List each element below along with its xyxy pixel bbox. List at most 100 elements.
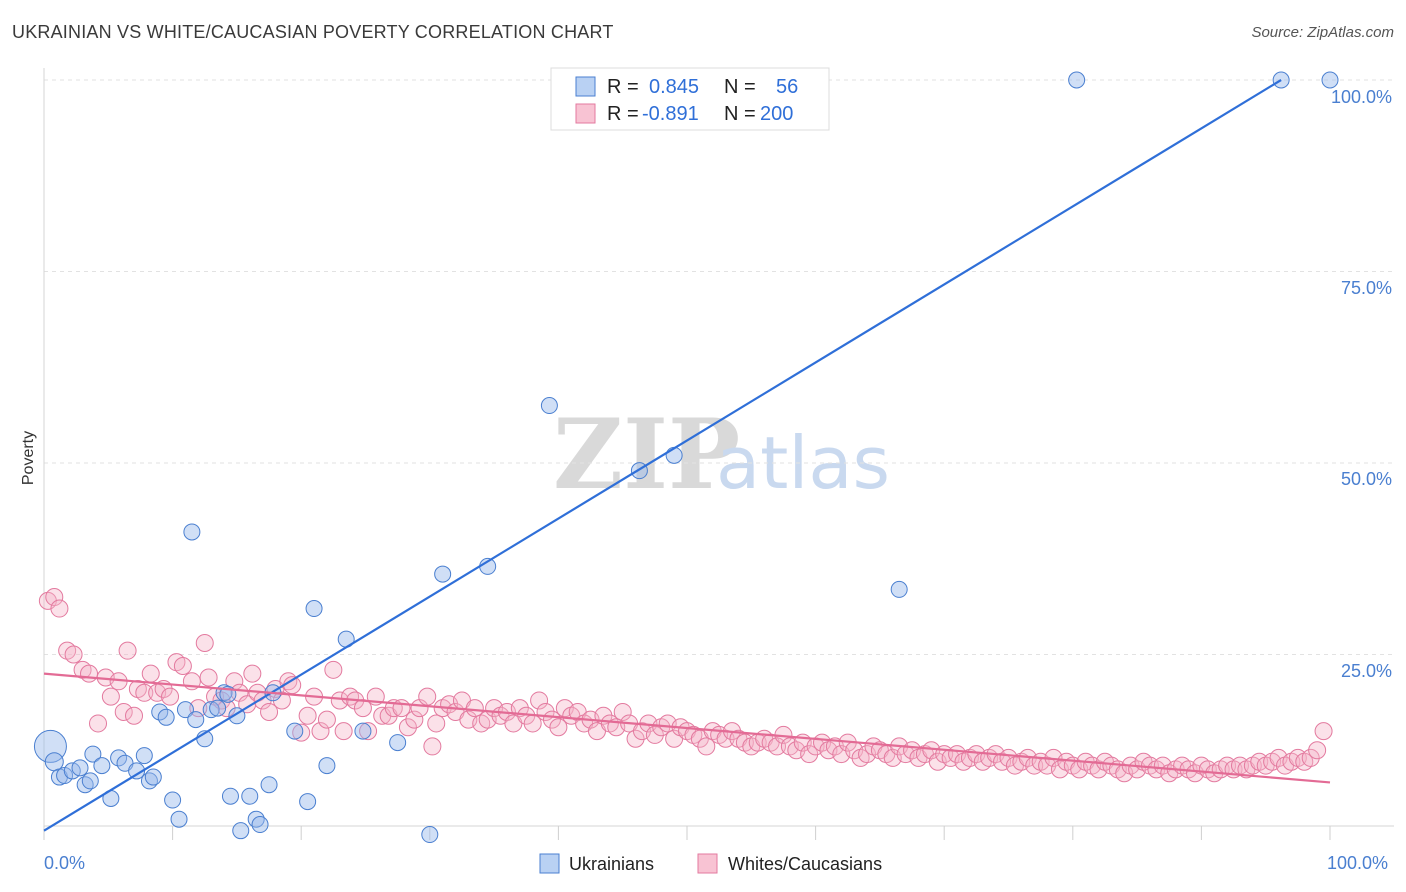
data-point-whites xyxy=(613,702,632,721)
data-point-whites xyxy=(418,687,437,706)
data-point-ukrainians xyxy=(540,397,558,415)
data-point-whites xyxy=(465,699,484,718)
data-point-ukrainians xyxy=(421,826,439,844)
legend-r-label: R = xyxy=(607,103,639,125)
trend-lines xyxy=(43,79,1331,832)
data-point-whites xyxy=(89,714,108,733)
data-point-whites xyxy=(292,723,311,742)
data-point-ukrainians xyxy=(354,722,372,740)
trend-line-whites xyxy=(43,672,1331,784)
gridlines xyxy=(44,79,1394,655)
bottom-legend-swatch-whites xyxy=(697,853,718,874)
data-point-whites xyxy=(243,664,262,683)
data-point-ukrainians xyxy=(434,565,452,583)
data-point-ukrainians xyxy=(286,722,304,740)
data-point-whites xyxy=(530,691,549,710)
data-point-whites xyxy=(334,722,353,741)
y-axis-label: Poverty xyxy=(20,431,37,485)
data-point-ukrainians xyxy=(260,776,278,794)
data-point-whites xyxy=(80,664,99,683)
data-point-ukrainians xyxy=(71,759,89,777)
bottom-legend-swatch-ukrainians xyxy=(539,853,560,874)
data-point-whites xyxy=(173,656,192,675)
x-ticks xyxy=(43,826,1331,840)
data-point-ukrainians xyxy=(157,708,175,726)
data-point-ukrainians xyxy=(187,711,205,729)
data-point-ukrainians xyxy=(33,729,67,763)
data-point-ukrainians xyxy=(299,793,317,811)
data-point-whites xyxy=(135,683,154,702)
data-point-whites xyxy=(1314,722,1333,741)
data-point-whites xyxy=(359,722,378,741)
data-point-ukrainians xyxy=(305,600,323,618)
data-point-whites xyxy=(549,718,568,737)
data-point-whites xyxy=(238,695,257,714)
data-point-ukrainians xyxy=(144,768,162,786)
data-point-ukrainians xyxy=(176,701,194,719)
data-point-ukrainians xyxy=(389,734,407,752)
x-tick-label-max: 100.0% xyxy=(1327,853,1388,873)
data-point-ukrainians xyxy=(1321,71,1339,89)
data-point-whites xyxy=(510,699,529,718)
data-point-ukrainians xyxy=(232,822,250,840)
data-point-ukrainians xyxy=(81,772,99,790)
source-label: Source: ZipAtlas.com xyxy=(1251,24,1394,41)
legend-swatch-whites xyxy=(575,103,596,124)
legend-r-whites: -0.891 xyxy=(642,103,699,125)
data-point-ukrainians xyxy=(202,701,220,719)
chart-title: UKRAINIAN VS WHITE/CAUCASIAN POVERTY COR… xyxy=(12,22,614,42)
data-point-ukrainians xyxy=(164,791,182,809)
data-point-ukrainians xyxy=(890,580,908,598)
data-point-whites xyxy=(161,687,180,706)
data-point-ukrainians xyxy=(318,757,336,775)
data-point-ukrainians xyxy=(209,699,227,717)
series-legend: Ukrainians Whites/Caucasians xyxy=(539,853,882,874)
data-point-whites xyxy=(64,645,83,664)
data-point-ukrainians xyxy=(241,787,259,805)
y-tick-label: 25.0% xyxy=(1341,661,1392,681)
data-point-whites xyxy=(405,710,424,729)
series-whites xyxy=(38,588,1333,783)
data-point-whites xyxy=(626,729,645,748)
data-point-whites xyxy=(189,699,208,718)
data-point-whites xyxy=(101,687,120,706)
bottom-legend-whites: Whites/Caucasians xyxy=(728,854,882,874)
stats-legend: R = 0.845 N = 56 R = -0.891 N = 200 xyxy=(550,67,830,131)
trend-line-ukrainians xyxy=(43,79,1282,832)
data-point-ukrainians xyxy=(93,757,111,775)
data-point-whites xyxy=(125,706,144,725)
data-point-whites xyxy=(45,588,64,607)
watermark-zip: ZIP xyxy=(553,398,740,511)
data-point-whites xyxy=(427,714,446,733)
data-point-whites xyxy=(697,737,716,756)
y-tick-label: 50.0% xyxy=(1341,469,1392,489)
y-tick-labels: 25.0% 50.0% 75.0% 100.0% xyxy=(1331,87,1392,681)
data-point-whites xyxy=(1301,748,1320,767)
y-tick-label: 100.0% xyxy=(1331,87,1392,107)
data-point-ukrainians xyxy=(183,523,201,541)
data-point-whites xyxy=(317,710,336,729)
data-point-whites xyxy=(1308,741,1327,760)
data-point-whites xyxy=(423,737,442,756)
data-point-ukrainians xyxy=(128,762,146,780)
legend-n-whites: 200 xyxy=(760,103,793,125)
x-tick-label-min: 0.0% xyxy=(44,853,85,873)
data-point-ukrainians xyxy=(221,787,239,805)
data-point-whites xyxy=(118,641,137,660)
data-point-whites xyxy=(398,718,417,737)
data-point-ukrainians xyxy=(135,747,153,765)
legend-swatch-ukrainians xyxy=(575,76,596,97)
legend-r-ukrainians: 0.845 xyxy=(649,76,699,98)
data-point-whites xyxy=(800,745,819,764)
data-point-whites xyxy=(311,722,330,741)
data-point-whites xyxy=(645,725,664,744)
y-tick-label: 75.0% xyxy=(1341,278,1392,298)
data-point-whites xyxy=(141,664,160,683)
data-point-ukrainians xyxy=(251,816,269,834)
data-point-whites xyxy=(298,706,317,725)
legend-r-label: R = xyxy=(607,76,639,98)
data-point-ukrainians xyxy=(1068,71,1086,89)
data-point-whites xyxy=(199,668,218,687)
legend-n-ukrainians: 56 xyxy=(776,76,798,98)
data-point-ukrainians xyxy=(170,810,188,828)
